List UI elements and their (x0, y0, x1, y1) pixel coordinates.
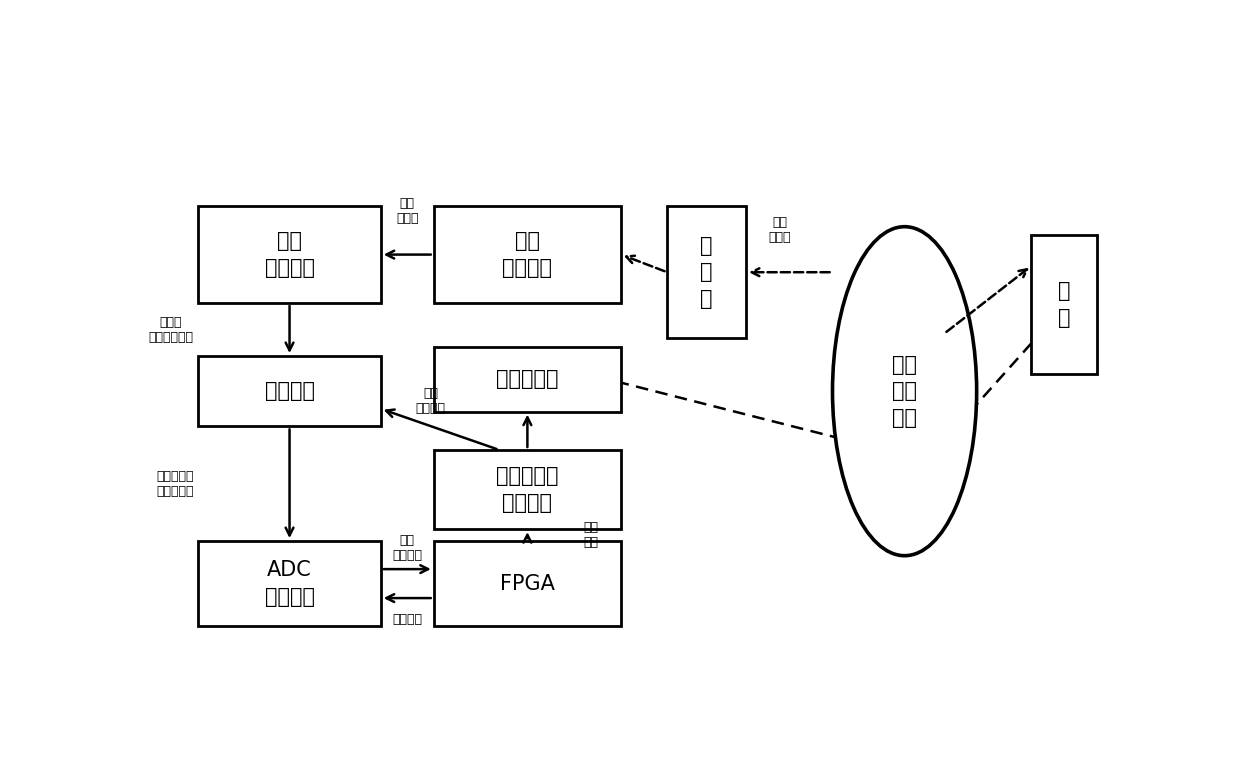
Text: 模拟
放大电路: 模拟 放大电路 (264, 231, 315, 278)
Text: 带时间参考
的回波信号: 带时间参考 的回波信号 (156, 470, 193, 497)
Bar (198, 541, 381, 626)
Bar (198, 356, 381, 427)
Text: 定幅度
回波模拟信号: 定幅度 回波模拟信号 (149, 316, 193, 343)
Bar (434, 450, 621, 530)
Text: 合路系统: 合路系统 (264, 382, 315, 401)
Bar (1032, 236, 1096, 374)
Bar (667, 206, 746, 338)
Text: ADC
采样系统: ADC 采样系统 (264, 560, 315, 607)
Ellipse shape (832, 227, 977, 555)
Text: 回波
电信号: 回波 电信号 (396, 197, 419, 225)
Bar (434, 347, 621, 412)
Text: 激光窄脉冲
发射电路: 激光窄脉冲 发射电路 (496, 466, 559, 513)
Text: 物
体: 物 体 (1058, 282, 1070, 328)
Text: 激光发射器: 激光发射器 (496, 369, 559, 389)
Text: 滤
光
片: 滤 光 片 (701, 236, 713, 308)
Bar (434, 541, 621, 626)
Text: 光学
准直
系统: 光学 准直 系统 (892, 355, 918, 427)
Text: 数字
检测信号: 数字 检测信号 (392, 534, 423, 562)
Text: 控制信号: 控制信号 (392, 613, 423, 626)
Bar (198, 206, 381, 303)
Bar (434, 206, 621, 303)
Text: 时间
参考脉冲: 时间 参考脉冲 (415, 387, 445, 414)
Text: 控制
信号: 控制 信号 (583, 521, 598, 549)
Text: 回波
光信号: 回波 光信号 (769, 216, 791, 244)
Text: FPGA: FPGA (500, 574, 554, 594)
Text: 光电
转换系统: 光电 转换系统 (502, 231, 552, 278)
